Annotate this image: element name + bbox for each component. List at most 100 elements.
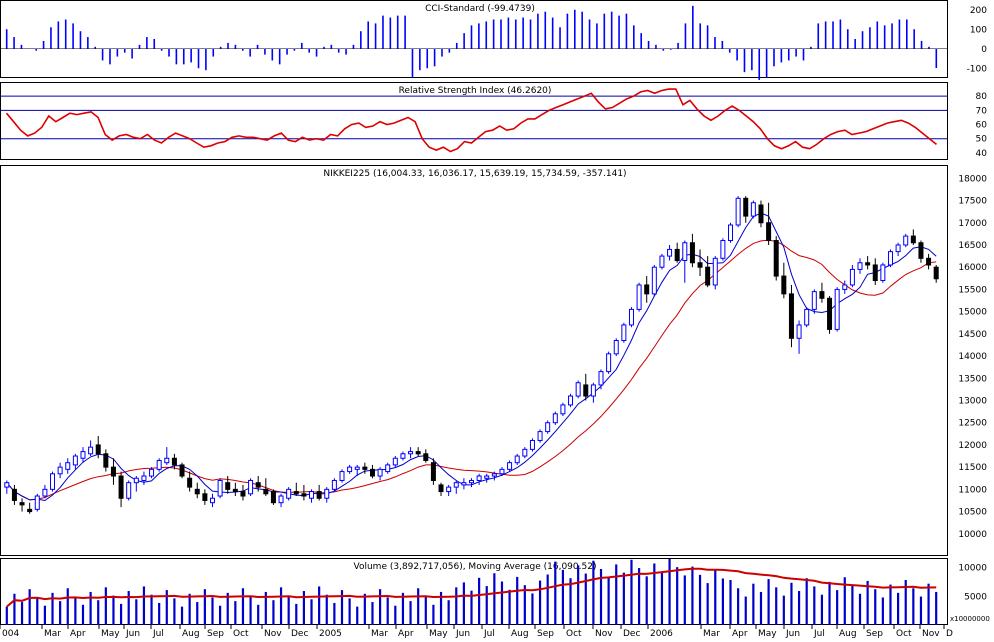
candle-body — [903, 235, 909, 246]
panel-frames — [0, 0, 948, 625]
x-tick-label: Oct — [896, 629, 912, 638]
candle-body — [720, 240, 726, 259]
candle-body — [895, 244, 901, 253]
candle-body — [309, 491, 315, 499]
price-y-tick-label: 16500 — [958, 241, 987, 251]
price-y-tick-label: 14500 — [958, 330, 987, 340]
rsi-title: Relative Strength Index (46.2620) — [399, 86, 552, 96]
x-tick-label: Jun — [785, 629, 800, 638]
volume-panel-frame — [0, 558, 948, 625]
cci-y-tick-label: 0 — [981, 45, 987, 55]
candle-body — [240, 491, 246, 497]
x-tick-label: Jun — [455, 629, 470, 638]
candle-body — [377, 468, 383, 477]
candle-body — [773, 240, 779, 277]
candle-body — [57, 466, 63, 475]
rsi-y-tick-label: 50 — [976, 135, 988, 145]
candle-body — [339, 471, 345, 481]
price-y-tick-label: 12000 — [958, 441, 987, 451]
rsi-y-tick-label: 40 — [976, 149, 988, 159]
candle-body — [568, 395, 574, 406]
candle-body — [80, 451, 86, 459]
candle-body — [728, 224, 734, 242]
candle-body — [65, 462, 71, 470]
candle-body — [674, 248, 680, 262]
candle-body — [613, 340, 619, 355]
candle-body — [72, 455, 78, 466]
x-tick-label: Jun — [125, 629, 140, 638]
price-y-tick-label: 17500 — [958, 197, 987, 207]
x-tick-label: Nov — [595, 629, 613, 638]
candle-body — [712, 257, 718, 286]
candle-body — [369, 468, 375, 477]
x-tick-label: Apr — [70, 629, 86, 638]
x-tick-label: 2006 — [650, 629, 673, 638]
candle-body — [171, 457, 177, 466]
candle-body — [149, 468, 155, 477]
candle-body — [118, 475, 124, 499]
x-tick-label: Apr — [398, 629, 414, 638]
candle-body — [842, 284, 848, 290]
candle-body — [11, 488, 17, 501]
price-title: NIKKEI225 (16,004.33, 16,036.17, 15,639.… — [323, 169, 626, 179]
candle-body — [461, 482, 467, 486]
candle-body — [659, 255, 665, 268]
candle-body — [217, 479, 223, 497]
candle-body — [514, 455, 520, 464]
candle-body — [880, 264, 886, 282]
candle-body — [202, 493, 208, 501]
candle-body — [705, 266, 711, 286]
candle-body — [872, 264, 878, 282]
candle-body — [156, 459, 162, 470]
x-tick-label: Apr — [732, 629, 748, 638]
candle-body — [347, 466, 353, 473]
candle-body — [34, 495, 40, 510]
x-tick-label: May — [429, 629, 448, 638]
candle-body — [834, 288, 840, 330]
volume-title: Volume (3,892,717,056), Moving Average (… — [354, 562, 597, 572]
candle-body — [286, 488, 292, 499]
cci-panel-frame — [0, 0, 948, 78]
candle-body — [857, 262, 863, 270]
cci-series — [5, 5, 938, 80]
rsi-series — [5, 88, 938, 153]
x-tick-label: May — [758, 629, 777, 638]
x-tick-labels: 004 Mar Apr May Jun Jul Aug Sep Oct Nov Dec 2005 Mar… — [0, 625, 953, 639]
candle-body — [400, 453, 406, 459]
rsi-line — [5, 88, 938, 153]
candle-body — [50, 473, 56, 490]
volume-ma-line — [6, 567, 937, 608]
candle-body — [819, 291, 825, 299]
candle-body — [887, 251, 893, 266]
x-tick-label: Sep — [207, 629, 224, 638]
candle-body — [263, 488, 269, 495]
x-tick-label: Aug — [182, 629, 200, 638]
candle-body — [636, 284, 642, 310]
ma-slow-line — [6, 239, 937, 501]
candle-body — [522, 448, 528, 457]
candle-body — [865, 262, 871, 266]
candle-body — [179, 464, 185, 477]
candle-body — [354, 466, 360, 470]
candle-body — [133, 477, 139, 484]
volume-scale-label: x10000000 — [950, 615, 990, 623]
volume-y-tick-label: 5000 — [964, 592, 987, 602]
candle-body — [331, 479, 337, 490]
candle-body — [796, 324, 802, 339]
candle-body — [209, 497, 215, 504]
candle-body — [689, 242, 695, 264]
price-y-tick-label: 12500 — [958, 419, 987, 429]
x-tick-label: Jul — [813, 629, 825, 638]
candle-body — [811, 291, 817, 310]
candle-body — [301, 493, 307, 497]
x-tick-label: Mar — [703, 629, 720, 638]
candle-body — [743, 197, 749, 217]
rsi-y-tick-label: 60 — [976, 121, 988, 131]
cci-y-tick-label: -100 — [967, 64, 988, 74]
candle-body — [781, 275, 787, 295]
price-series — [4, 196, 939, 514]
candle-body — [293, 491, 299, 495]
x-tick-label: Mar — [44, 629, 61, 638]
candle-body — [42, 488, 48, 497]
